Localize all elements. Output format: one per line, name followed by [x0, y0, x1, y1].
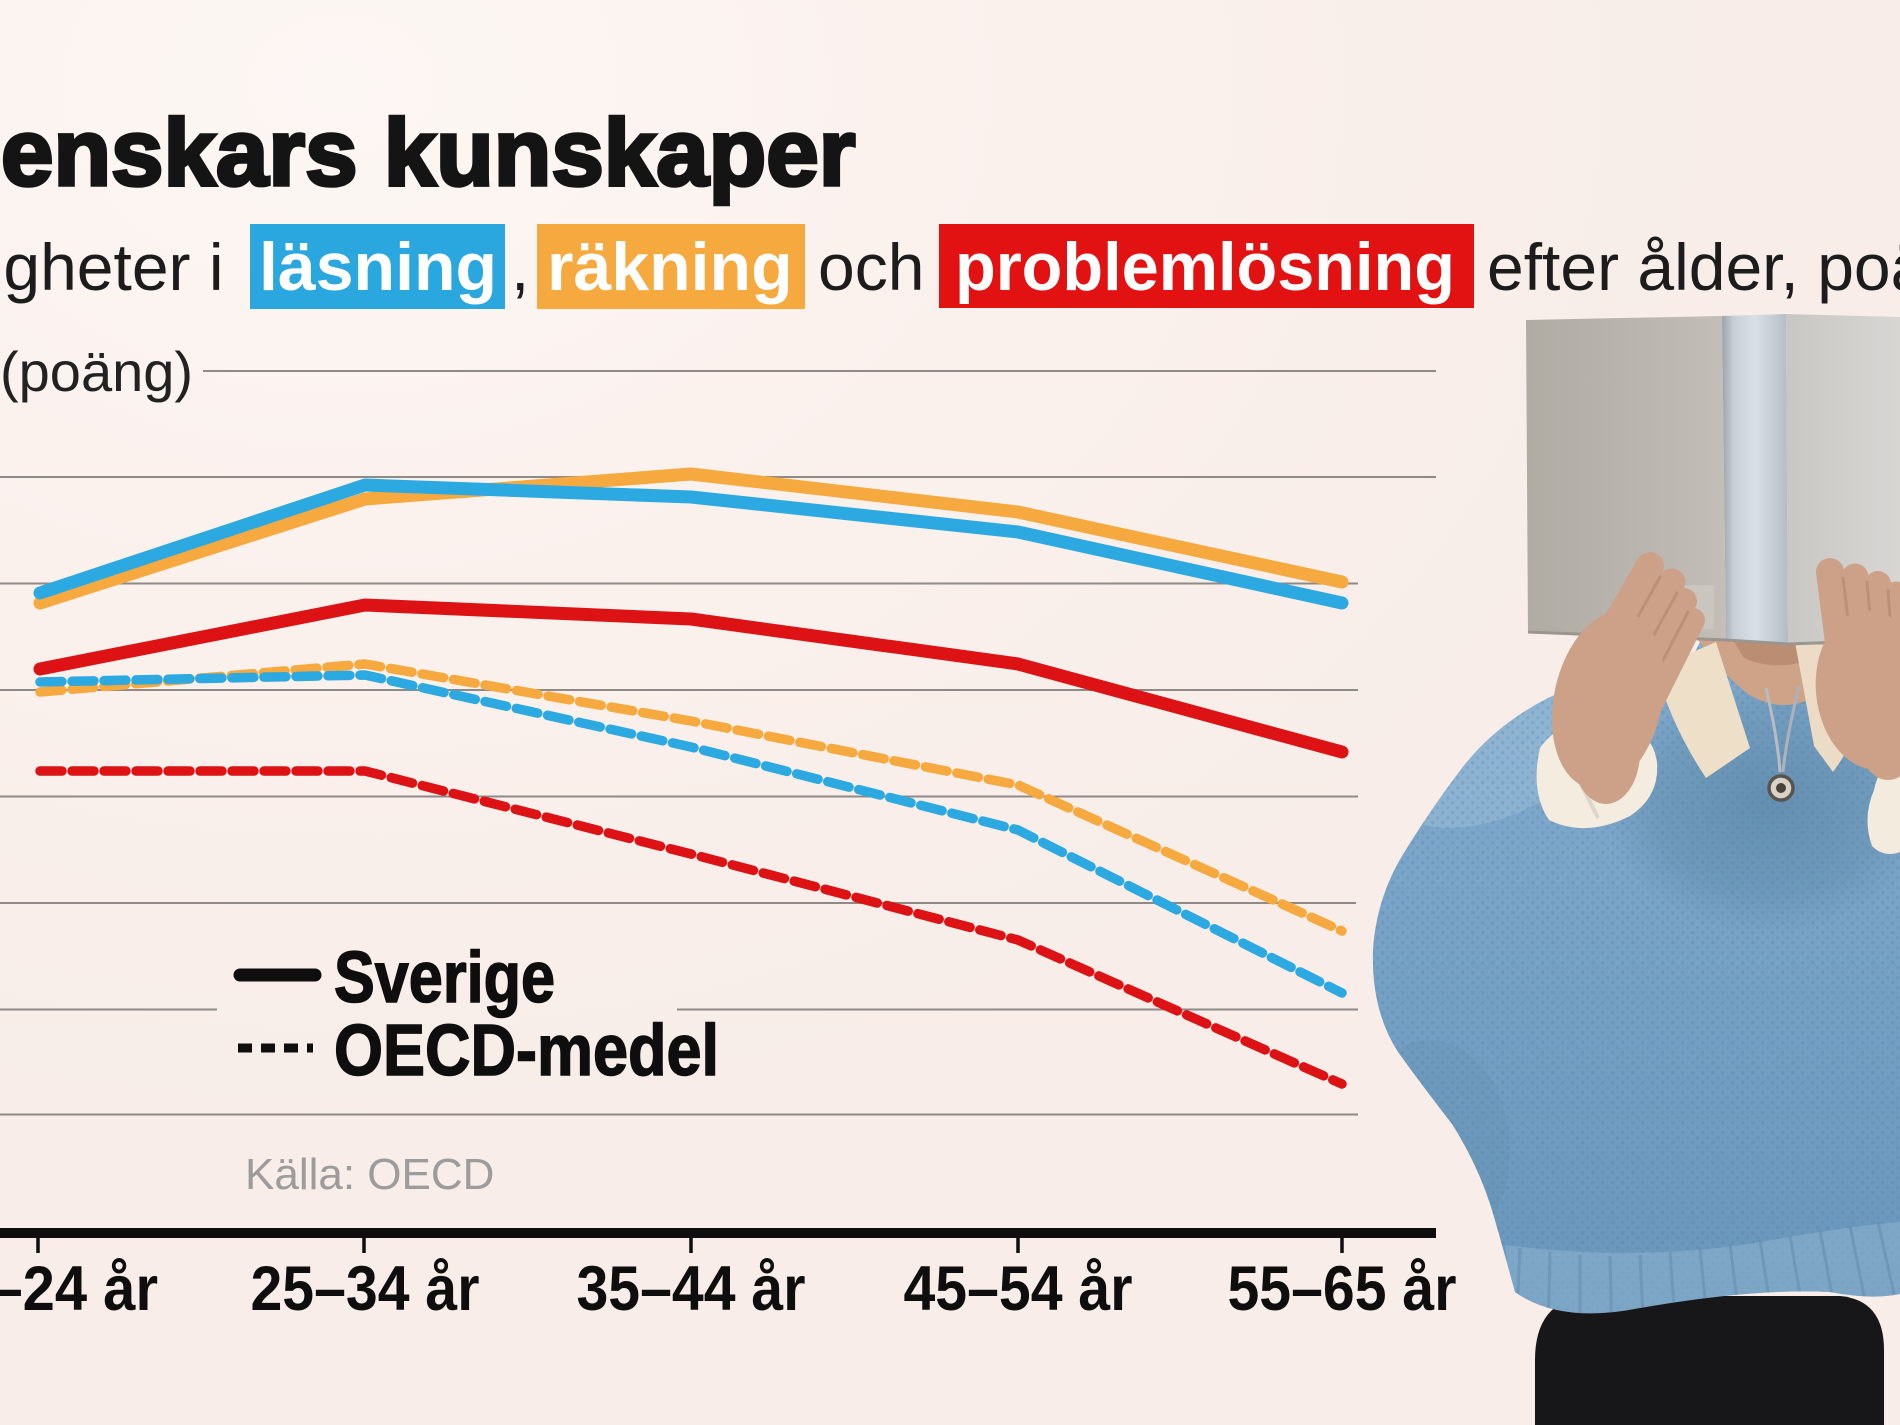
- svg-text:25–34 år: 25–34 år: [251, 1254, 480, 1324]
- svg-text:55–65 år: 55–65 år: [1228, 1254, 1457, 1324]
- svg-text:räkning: räkning: [547, 229, 793, 305]
- svg-text:efter ålder, poäng: efter ålder, poäng: [1487, 230, 1900, 304]
- svg-text:och: och: [818, 230, 924, 304]
- svg-text:,: ,: [511, 230, 529, 304]
- svg-text:problemlösning: problemlösning: [955, 229, 1455, 305]
- svg-text:OECD-medel: OECD-medel: [334, 1011, 719, 1091]
- svg-text:Sverige: Sverige: [334, 938, 555, 1018]
- svg-text:Färdigheter i: Färdigheter i: [0, 230, 224, 304]
- svg-text:16–24 år: 16–24 år: [0, 1254, 158, 1324]
- svg-text:(poäng): (poäng): [0, 340, 193, 403]
- svg-text:läsning: läsning: [259, 229, 497, 305]
- svg-text:enskars kunskaper: enskars kunskaper: [1, 100, 855, 205]
- svg-text:45–54 år: 45–54 år: [904, 1254, 1133, 1324]
- svg-text:35–44 år: 35–44 år: [577, 1254, 806, 1324]
- svg-text:Källa: OECD: Källa: OECD: [245, 1150, 494, 1199]
